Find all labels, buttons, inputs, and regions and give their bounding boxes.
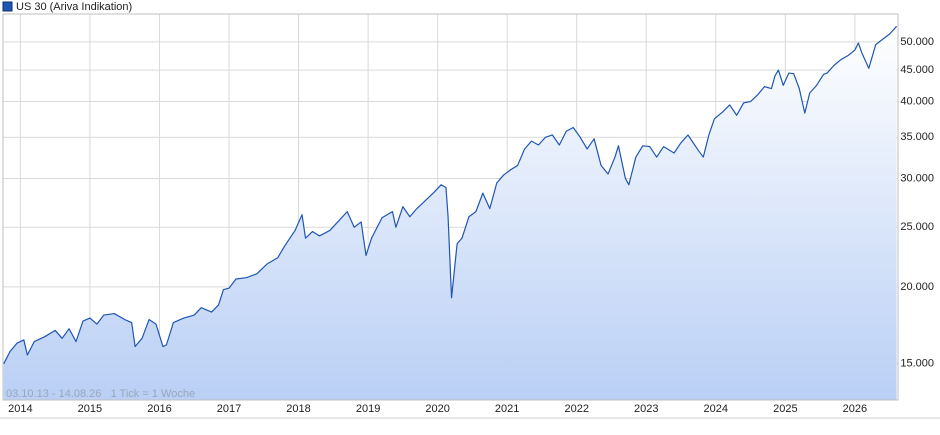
x-tick-label: 2016 [147, 403, 171, 415]
legend-label: US 30 (Ariva Indikation) [16, 1, 132, 13]
line [3, 25, 898, 365]
x-tick-label: 2017 [217, 403, 241, 415]
y-tick-label: 20.000 [900, 281, 934, 293]
legend-swatch [2, 1, 13, 12]
x-tick-label: 2024 [704, 403, 728, 415]
x-tick-label: 2023 [634, 403, 658, 415]
x-tick-label: 2025 [773, 403, 797, 415]
x-tick-label: 2020 [425, 403, 449, 415]
chart-subtitle: 03.10.13 - 14.08.26 1 Tick = 1 Woche [6, 388, 195, 400]
y-tick-label: 50.000 [900, 36, 934, 48]
y-tick-label: 35.000 [900, 131, 934, 143]
x-tick-label: 2021 [495, 403, 519, 415]
x-tick-label: 2022 [564, 403, 588, 415]
y-tick-label: 45.000 [900, 64, 934, 76]
x-tick-label: 2019 [356, 403, 380, 415]
y-tick-label: 40.000 [900, 95, 934, 107]
plot-frame [2, 13, 899, 401]
y-tick-label: 25.000 [900, 221, 934, 233]
area-fill [3, 26, 897, 400]
y-tick-label: 30.000 [900, 172, 934, 184]
x-tick-label: 2026 [843, 403, 867, 415]
x-tick-label: 2014 [8, 403, 32, 415]
x-tick-label: 2018 [286, 403, 310, 415]
x-tick-label: 2015 [78, 403, 102, 415]
y-tick-label: 15.000 [900, 358, 934, 370]
